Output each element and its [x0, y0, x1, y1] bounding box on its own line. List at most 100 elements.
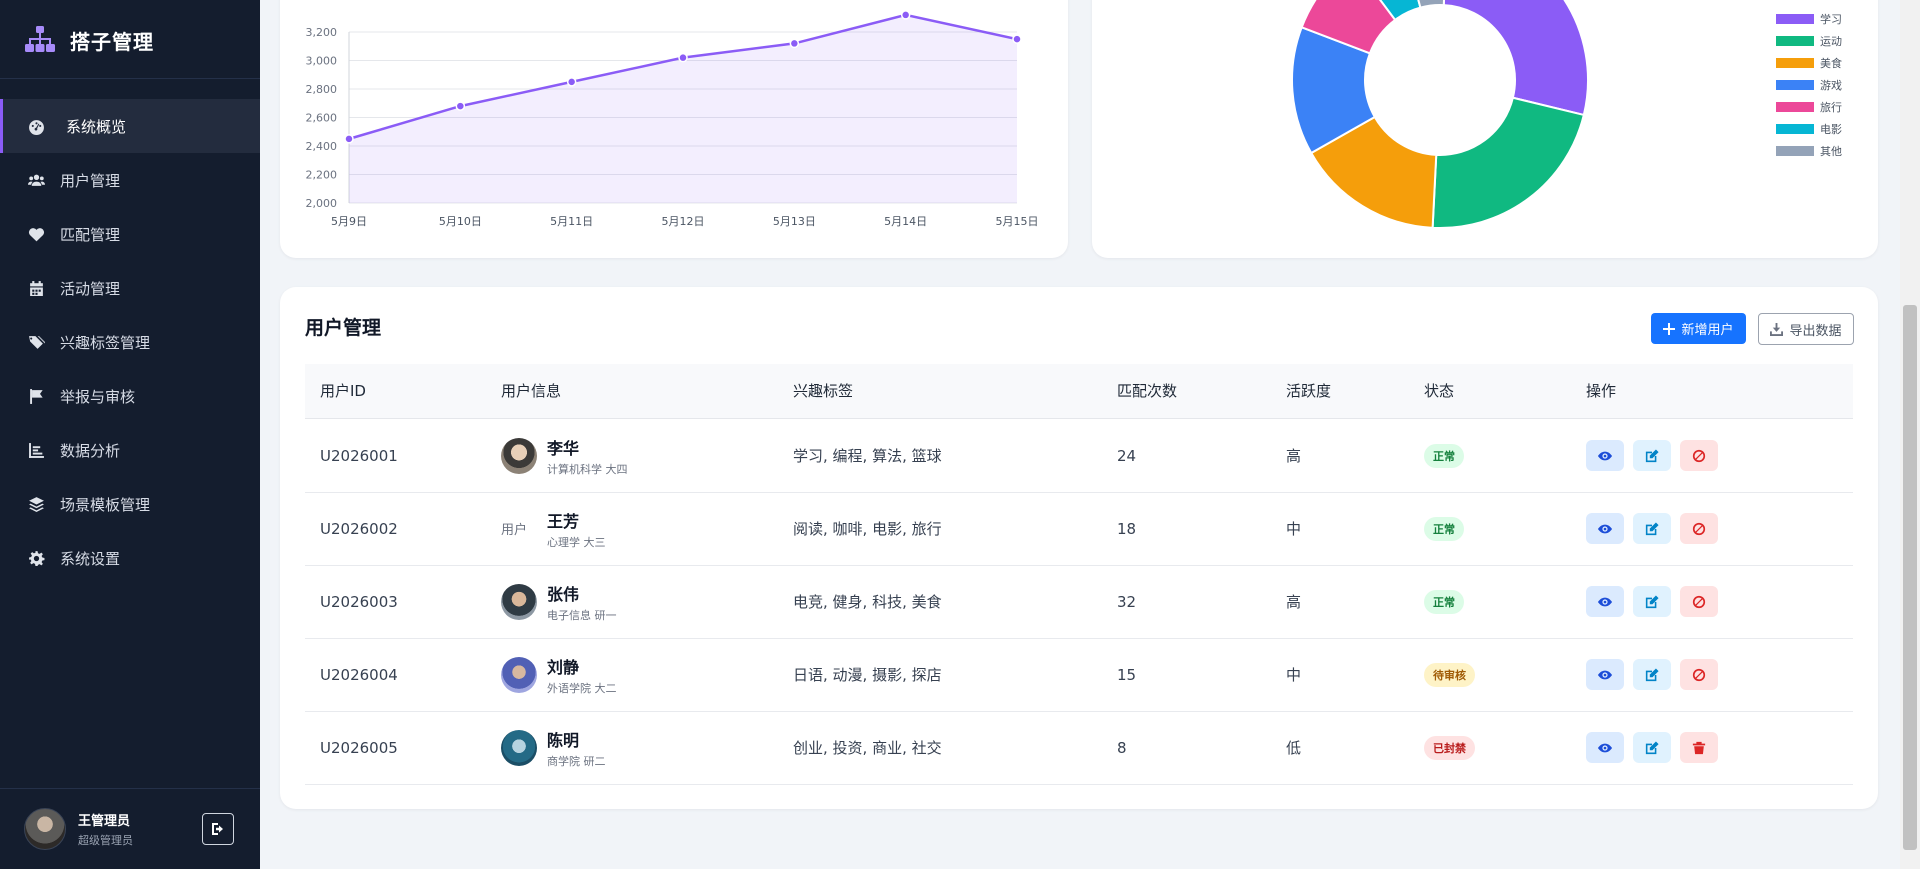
legend-item[interactable]: 美食 [1776, 52, 1842, 74]
view-button[interactable] [1586, 440, 1624, 471]
user-name: 王芳 [547, 511, 580, 531]
legend-label: 旅行 [1820, 101, 1842, 114]
x-tick-label: 5月9日 [331, 215, 367, 228]
area-fill [349, 14, 1017, 204]
sidebar-item-users[interactable]: 用户管理 [0, 153, 260, 207]
column-header: 用户ID [320, 382, 366, 400]
user-name: 李华 [547, 438, 580, 458]
legend-item[interactable]: 运动 [1776, 30, 1842, 52]
user-id: U2026001 [320, 446, 398, 465]
legend-label: 美食 [1820, 57, 1842, 70]
y-tick-label: 3,000 [306, 55, 338, 68]
column-header: 兴趣标签 [793, 382, 854, 400]
row-actions [1586, 565, 1727, 638]
sidebar-item-overview[interactable]: 系统概览 [0, 99, 260, 153]
pie-slice[interactable] [1401, 0, 1447, 9]
ban-button[interactable] [1680, 586, 1718, 617]
data-point[interactable] [455, 101, 466, 111]
sidebar-item-label: 数据分析 [60, 441, 121, 460]
table-header: 用户ID 用户信息 兴趣标签 匹配次数 活跃度 状态 操作 [305, 364, 1853, 419]
edit-button[interactable] [1633, 586, 1671, 617]
export-data-button[interactable]: 导出数据 [1758, 313, 1854, 345]
logout-icon [212, 823, 223, 835]
legend-item[interactable]: 其他 [1776, 140, 1842, 162]
edit-icon [1645, 521, 1659, 535]
sidebar-item-analytics[interactable]: 数据分析 [0, 423, 260, 477]
edit-button[interactable] [1633, 659, 1671, 690]
match-count: 8 [1117, 738, 1127, 757]
y-tick-label: 3,200 [306, 26, 338, 39]
match-count: 32 [1117, 592, 1137, 611]
view-button[interactable] [1586, 586, 1624, 617]
avatar [501, 729, 537, 766]
logout-button[interactable] [202, 813, 234, 845]
avatar-broken-image [501, 510, 537, 547]
user-info: 陈明 商学院 研二 [501, 711, 606, 784]
user-info: 张伟 电子信息 研一 [501, 565, 617, 638]
x-tick-label: 5月14日 [884, 215, 927, 228]
status-badge: 待审核 [1424, 662, 1475, 687]
pie-slice[interactable] [1351, 0, 1422, 22]
column-header: 操作 [1586, 382, 1617, 400]
edit-button[interactable] [1633, 440, 1671, 471]
ban-button[interactable] [1680, 440, 1718, 471]
eye-icon [1598, 524, 1612, 533]
plus-icon [1663, 322, 1676, 335]
y-tick-label: 2,000 [306, 197, 338, 210]
pie-slice[interactable] [1300, 0, 1397, 55]
sidebar-item-settings[interactable]: 系统设置 [0, 531, 260, 585]
interest-tags: 创业, 投资, 商业, 社交 [793, 739, 942, 757]
edit-button[interactable] [1633, 732, 1671, 763]
sidebar-item-matching[interactable]: 匹配管理 [0, 207, 260, 261]
ban-icon [1692, 668, 1706, 681]
legend-swatch [1776, 146, 1814, 156]
sidebar-item-interest-tags[interactable]: 兴趣标签管理 [0, 315, 260, 369]
user-id: U2026002 [320, 519, 398, 538]
sidebar-item-scene-templates[interactable]: 场景模板管理 [0, 477, 260, 531]
avatar [24, 808, 66, 850]
scrollbar-thumb[interactable] [1903, 305, 1917, 850]
data-point[interactable] [344, 134, 354, 144]
data-point[interactable] [566, 77, 577, 87]
sidebar-item-reports[interactable]: 举报与审核 [0, 369, 260, 423]
view-button[interactable] [1586, 513, 1624, 544]
view-button[interactable] [1586, 659, 1624, 690]
data-point[interactable] [789, 38, 800, 49]
status-badge: 已封禁 [1424, 735, 1475, 760]
sidebar-item-activities[interactable]: 活动管理 [0, 261, 260, 315]
eye-icon [1598, 743, 1612, 752]
data-point[interactable] [1012, 34, 1022, 44]
edit-icon [1645, 448, 1659, 462]
pie-slice[interactable] [1442, 0, 1589, 117]
status-badge: 正常 [1424, 516, 1464, 541]
sidebar-item-label: 举报与审核 [60, 387, 136, 406]
legend-item[interactable]: 旅行 [1776, 96, 1842, 118]
users-icon [26, 170, 46, 190]
user-major: 心理学 大三 [547, 535, 606, 549]
ban-button[interactable] [1680, 659, 1718, 690]
legend-item[interactable]: 电影 [1776, 118, 1842, 140]
sidebar: 搭子管理 系统概览 用户管理 匹配管理 活动管理 [0, 0, 260, 869]
data-point[interactable] [678, 52, 688, 63]
y-tick-label: 2,400 [306, 140, 338, 153]
sidebar-item-label: 用户管理 [60, 171, 121, 190]
legend-item[interactable]: 游戏 [1776, 74, 1842, 96]
avatar [501, 656, 537, 693]
delete-button[interactable] [1680, 732, 1718, 763]
status-badge: 正常 [1424, 443, 1464, 468]
ban-button[interactable] [1680, 513, 1718, 544]
data-point[interactable] [900, 10, 911, 20]
status-badge: 正常 [1424, 589, 1464, 614]
eye-icon [1598, 597, 1612, 606]
legend-item[interactable]: 学习 [1776, 8, 1842, 30]
view-button[interactable] [1586, 732, 1624, 763]
user-id: U2026003 [320, 592, 398, 611]
edit-button[interactable] [1633, 513, 1671, 544]
legend-label: 电影 [1820, 123, 1842, 136]
pie-slice[interactable] [1431, 96, 1586, 229]
sidebar-item-label: 活动管理 [60, 279, 121, 298]
y-tick-label: 2,600 [306, 112, 338, 125]
legend-swatch [1776, 102, 1814, 112]
add-user-button[interactable]: 新增用户 [1651, 313, 1746, 344]
